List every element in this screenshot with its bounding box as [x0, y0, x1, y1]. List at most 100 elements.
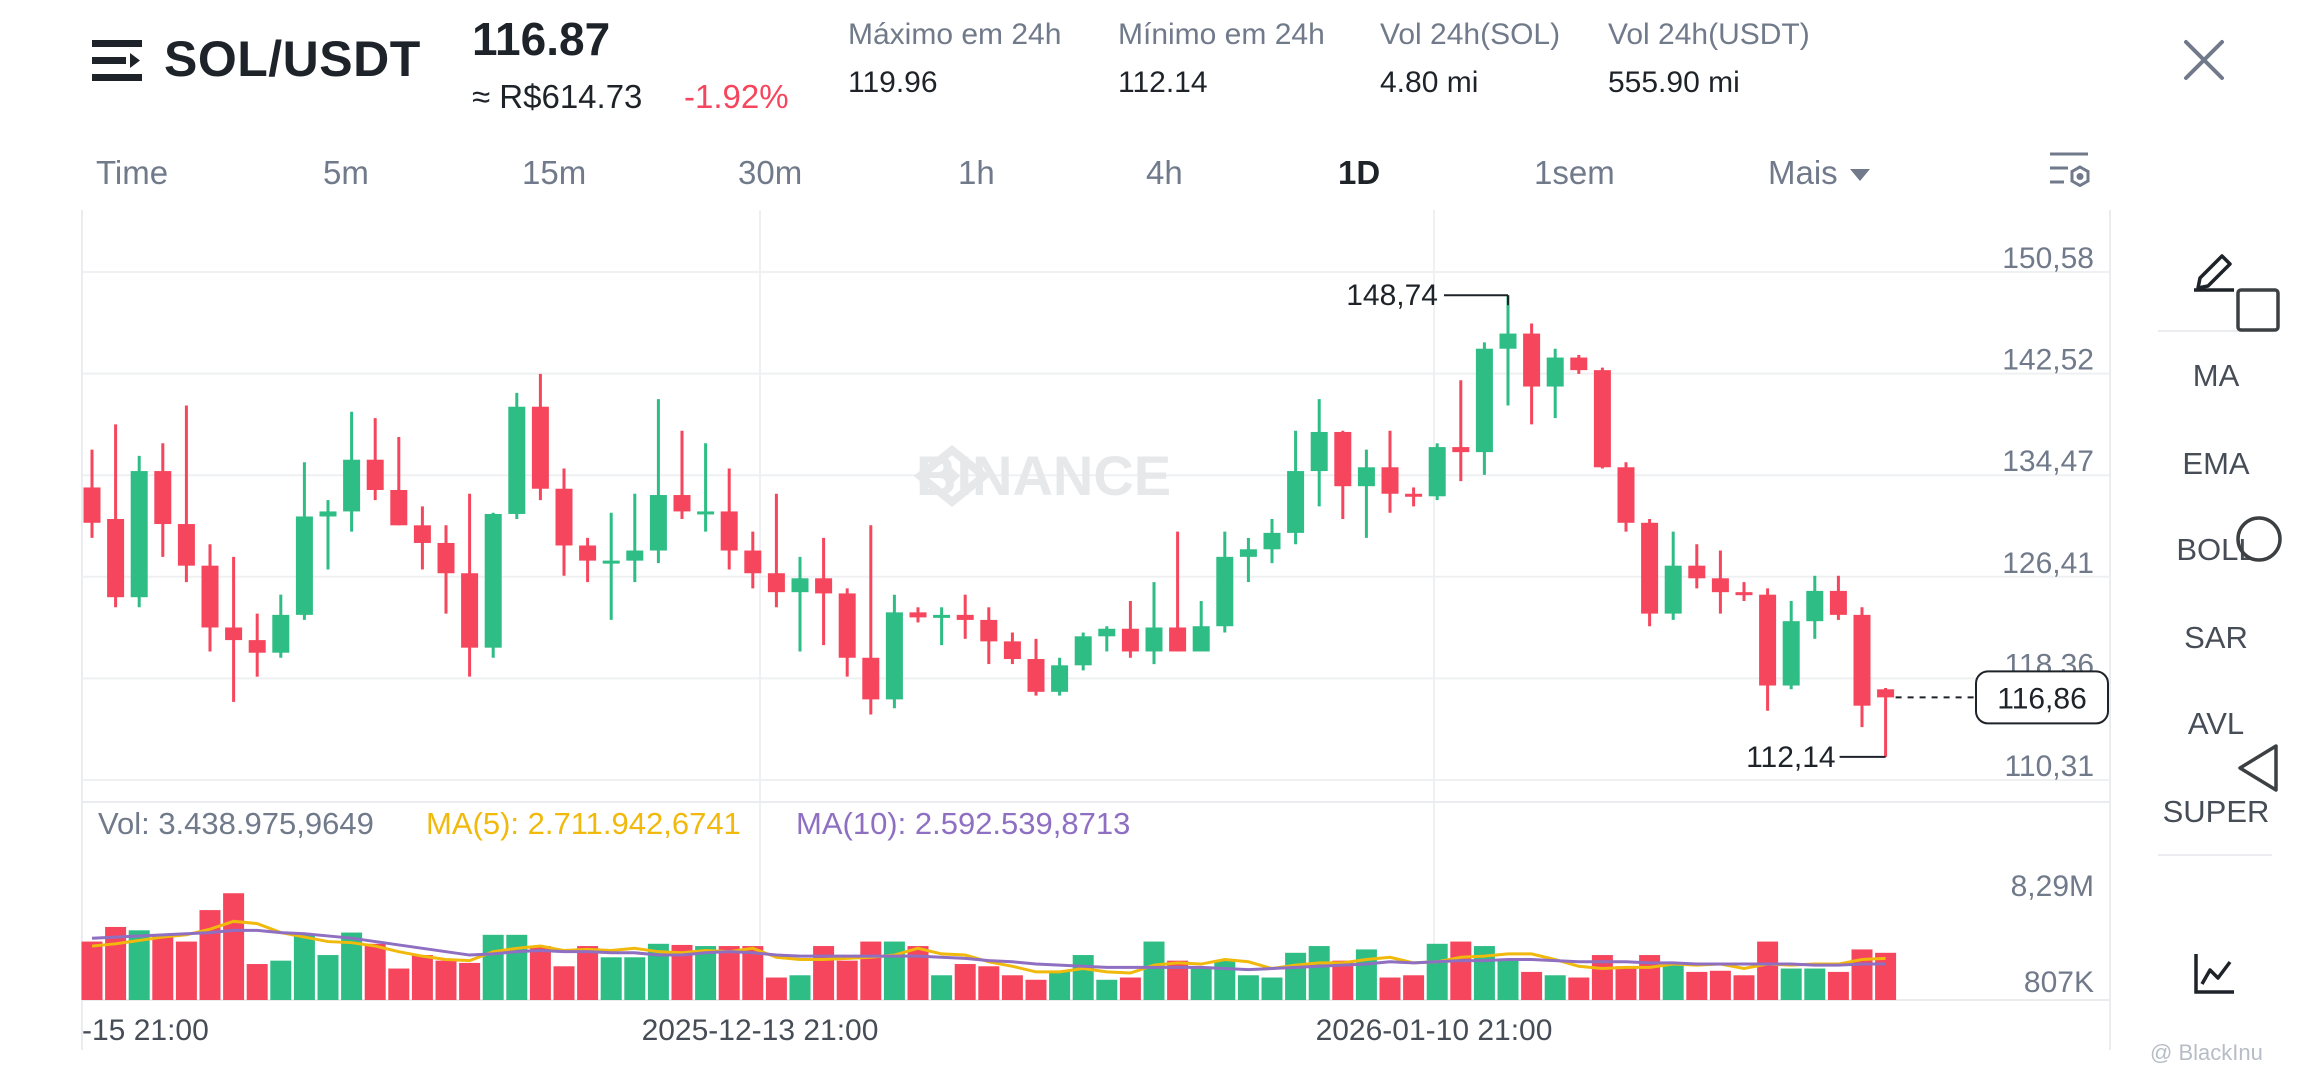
volume-bar — [1544, 975, 1566, 1000]
tab-1h[interactable]: 1h — [958, 154, 995, 191]
volume-bar — [860, 941, 882, 1000]
tab-more[interactable]: Mais — [1768, 154, 1870, 192]
square-icon[interactable] — [2234, 286, 2282, 334]
candle — [1782, 600, 1800, 690]
volume-bar — [152, 934, 174, 1000]
candle — [413, 506, 431, 570]
indicator-sar[interactable]: SAR — [2184, 620, 2248, 655]
price-axis-label: 142,52 — [2002, 344, 2094, 377]
volume-bar — [765, 977, 787, 1000]
tab-time[interactable]: Time — [96, 154, 169, 191]
candle — [154, 443, 172, 557]
volume-bar — [317, 955, 339, 1000]
pencil-icon[interactable] — [2192, 248, 2236, 292]
volume-bar — [1733, 975, 1755, 1000]
volume-bar — [1827, 971, 1849, 1000]
circle-icon[interactable] — [2234, 514, 2284, 564]
indicator-ma[interactable]: MA — [2192, 358, 2240, 393]
candle — [838, 588, 856, 677]
candle — [720, 468, 738, 570]
current-price-label: 116,86 — [1997, 682, 2087, 715]
volume-bar — [175, 941, 197, 1000]
candle — [1688, 544, 1706, 589]
volume-bar — [435, 960, 457, 1000]
volume-bar — [836, 960, 858, 1000]
candle — [1428, 443, 1446, 501]
candle — [767, 493, 785, 608]
price-axis-label: 126,41 — [2002, 547, 2094, 580]
candle — [1523, 323, 1541, 425]
candle — [579, 537, 597, 583]
time-axis-label: 2026-01-10 21:00 — [1316, 1014, 1553, 1047]
indicator-super[interactable]: SUPER — [2162, 794, 2270, 829]
tab-5m[interactable]: 5m — [323, 154, 369, 191]
volume-bar — [742, 946, 764, 1000]
volume-bar — [388, 968, 410, 1000]
candle — [1806, 575, 1824, 639]
back-triangle-icon[interactable] — [2234, 742, 2282, 794]
tab-4h[interactable]: 4h — [1146, 154, 1183, 191]
volume-bar — [1780, 968, 1802, 1000]
candlestick-chart[interactable]: BINANCE 150,58142,52134,47126,41118,3611… — [0, 200, 2312, 1060]
volume-bar — [1450, 941, 1472, 1000]
volume-bar — [695, 946, 717, 1000]
tab-1sem[interactable]: 1sem — [1534, 154, 1615, 191]
chart-grid — [81, 210, 2111, 1050]
chart-settings-icon[interactable] — [2048, 150, 2094, 194]
ma10-legend: MA(10): 2.592.539,8713 — [796, 806, 1131, 841]
candle — [272, 594, 290, 658]
volume-bar — [1332, 960, 1354, 1000]
volume-bar — [1355, 949, 1377, 1000]
indicator-avl[interactable]: AVL — [2187, 706, 2245, 741]
volume-bar — [907, 946, 929, 1000]
indicator-ema[interactable]: EMA — [2182, 446, 2250, 481]
volume-bar — [1709, 970, 1731, 1000]
candle — [744, 531, 762, 589]
volume-bar — [1096, 979, 1118, 1000]
candle — [1098, 626, 1116, 652]
high-marker-label: 148,74 — [1346, 279, 1438, 312]
candle — [225, 556, 243, 702]
volume-bar — [1686, 971, 1708, 1000]
volume-bar — [1285, 952, 1307, 1000]
candle — [1664, 531, 1682, 620]
stat-high-label: Máximo em 24h — [848, 18, 1062, 51]
volume-bar — [341, 932, 363, 1000]
candle — [1593, 367, 1611, 469]
price-axis: 150,58142,52134,47126,41118,36110,318,29… — [2002, 242, 2094, 999]
volume-bar — [1568, 977, 1590, 1000]
candle — [862, 525, 880, 715]
line-chart-icon[interactable] — [2192, 950, 2238, 996]
volume-bar — [364, 943, 386, 1000]
candle — [177, 405, 195, 583]
volume-bar — [411, 955, 433, 1000]
tab-15m[interactable]: 15m — [522, 154, 587, 191]
caret-down-icon — [1849, 169, 1870, 182]
candle — [1617, 462, 1635, 532]
low-marker: 112,14 — [1746, 741, 1886, 774]
volume-bar — [1214, 960, 1236, 1000]
close-icon[interactable] — [2180, 36, 2228, 84]
candle — [1759, 588, 1777, 711]
volume-bar — [1497, 960, 1519, 1000]
candle — [980, 607, 998, 665]
credit-watermark: @ BlackInu — [2150, 1040, 2263, 1065]
candle — [1145, 582, 1163, 665]
candle — [248, 613, 266, 677]
volume-bar — [1308, 946, 1330, 1000]
volume-bar — [813, 946, 835, 1000]
last-price: 116.87 — [472, 13, 611, 65]
stat-vol-usdt-value: 555.90 mi — [1608, 66, 1740, 99]
vol-legend: Vol: 3.438.975,9649 — [98, 806, 374, 841]
menu-icon[interactable] — [92, 38, 142, 84]
price-axis-label: 134,47 — [2002, 445, 2094, 478]
volume-bar — [1662, 964, 1684, 1000]
tab-1d[interactable]: 1D — [1338, 154, 1381, 191]
pair-title[interactable]: SOL/USDT — [164, 31, 421, 87]
tab-30m[interactable]: 30m — [738, 154, 803, 191]
volume-bar — [978, 966, 1000, 1000]
stat-low-value: 112.14 — [1118, 66, 1208, 99]
candle — [1877, 688, 1895, 757]
volume-bar — [1591, 955, 1613, 1000]
volume-bar — [1426, 943, 1448, 1000]
